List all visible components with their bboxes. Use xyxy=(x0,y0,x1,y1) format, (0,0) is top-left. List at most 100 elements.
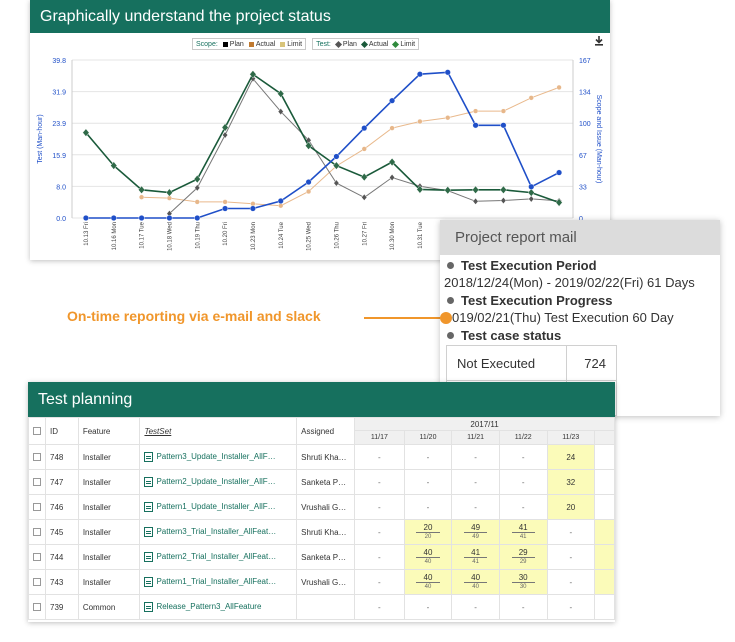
plan-cell[interactable]: - xyxy=(354,469,405,495)
row-checkbox[interactable] xyxy=(28,594,46,620)
plan-cell[interactable]: 41 41 xyxy=(498,519,548,545)
y-tick-right: 0 xyxy=(579,216,583,223)
row-testset-link[interactable]: Pattern1_Update_Installer_AllF… xyxy=(139,494,298,520)
plan-cell[interactable]: - xyxy=(546,569,596,595)
row-checkbox[interactable] xyxy=(28,519,46,545)
plan-cell[interactable]: 40 40 xyxy=(403,544,453,570)
legend-test-actual[interactable]: Actual xyxy=(360,40,388,48)
col-feature[interactable]: Feature xyxy=(77,417,141,445)
row-testset[interactable]: Pattern2_Trial_Installer_AllFeat… xyxy=(156,552,277,562)
row-testset-link[interactable]: Release_Pattern3_AllFeature xyxy=(139,594,298,620)
plan-cell[interactable]: 24 xyxy=(546,444,596,470)
plan-cell[interactable]: - xyxy=(546,594,596,620)
row-testset[interactable]: Pattern2_Update_Installer_AllF… xyxy=(156,477,276,487)
plan-cell[interactable]: - xyxy=(451,469,500,495)
legend-test-limit-label: Limit xyxy=(400,40,416,48)
plan-cell[interactable]: 40 40 xyxy=(403,569,453,595)
plan-cell[interactable]: 41 41 xyxy=(451,544,500,570)
scope-plan-swatch xyxy=(222,41,228,47)
table-row[interactable]: 745 Installer Pattern3_Trial_Installer_All… xyxy=(28,519,615,545)
plan-cell[interactable]: - xyxy=(354,594,405,620)
plan-cell[interactable]: - xyxy=(354,569,405,595)
testset-icon xyxy=(144,502,154,512)
col-assigned[interactable]: Assigned xyxy=(296,417,356,445)
plan-cell[interactable]: 20 20 xyxy=(403,519,453,545)
date-header: 11/17 xyxy=(354,430,405,445)
plan-cell[interactable]: - xyxy=(498,494,548,520)
series-point-test_plan xyxy=(222,131,228,139)
checkbox-icon[interactable] xyxy=(33,478,41,487)
plan-cell[interactable]: - xyxy=(498,444,548,470)
table-row[interactable]: 746 Installer Pattern1_Update_Installer_Al… xyxy=(28,494,615,520)
plan-cell[interactable]: - xyxy=(403,444,453,470)
plan-cell[interactable]: - xyxy=(451,594,500,620)
table-row[interactable]: 743 Installer Pattern1_Trial_Installer_All… xyxy=(28,569,615,595)
row-checkbox[interactable] xyxy=(28,544,46,570)
table-row[interactable]: 747 Installer Pattern2_Update_Installer_Al… xyxy=(28,469,615,495)
y-axis-title-left: Test (Man-hour) xyxy=(37,114,44,163)
date-header: 11/21 xyxy=(451,430,500,445)
x-tick-label: 10.26 Thu xyxy=(334,222,340,249)
legend-test-plan[interactable]: Plan xyxy=(334,40,357,48)
table-row[interactable]: 744 Installer Pattern2_Trial_Installer_All… xyxy=(28,544,615,570)
plan-cell[interactable]: - xyxy=(403,469,453,495)
plan-cell[interactable]: 32 xyxy=(546,469,596,495)
checkbox-icon[interactable] xyxy=(33,427,41,436)
row-checkbox[interactable] xyxy=(28,494,46,520)
plan-cell[interactable]: - xyxy=(354,519,405,545)
plan-cell[interactable]: - xyxy=(546,544,596,570)
plan-cell[interactable]: - xyxy=(403,494,453,520)
table-row[interactable]: 739 Common Release_Pattern3_AllFeature - - - -… xyxy=(28,594,615,620)
row-testset-link[interactable]: Pattern2_Trial_Installer_AllFeat… xyxy=(139,544,298,570)
plan-fraction: 49 49 xyxy=(464,523,488,542)
row-assigned: Sanketa P… xyxy=(296,469,356,495)
plan-cell[interactable]: - xyxy=(546,519,596,545)
plan-cell[interactable]: - xyxy=(354,494,405,520)
plan-cell[interactable]: - xyxy=(498,594,548,620)
row-testset-link[interactable]: Pattern3_Update_Installer_AllF… xyxy=(139,444,298,470)
row-testset[interactable]: Pattern1_Trial_Installer_AllFeat… xyxy=(156,577,277,587)
table-row[interactable]: 748 Installer Pattern3_Update_Installer_Al… xyxy=(28,444,615,470)
row-testset-link[interactable]: Pattern3_Trial_Installer_AllFeat… xyxy=(139,519,298,545)
row-testset-link[interactable]: Pattern2_Update_Installer_AllF… xyxy=(139,469,298,495)
y-tick-left: 31.9 xyxy=(52,90,66,97)
row-checkbox[interactable] xyxy=(28,444,46,470)
plan-cell[interactable]: 49 49 xyxy=(451,519,500,545)
series-point-scope_issue_line xyxy=(82,214,89,221)
select-all-checkbox[interactable] xyxy=(28,417,46,445)
plan-cell[interactable]: 30 30 xyxy=(498,569,548,595)
row-testset[interactable]: Pattern3_Trial_Installer_AllFeat… xyxy=(156,527,277,537)
mail-title: Project report mail xyxy=(455,229,577,246)
plan-cell[interactable]: 20 xyxy=(546,494,596,520)
download-icon[interactable] xyxy=(594,36,604,46)
checkbox-icon[interactable] xyxy=(33,578,41,587)
plan-cell[interactable]: - xyxy=(451,444,500,470)
row-checkbox[interactable] xyxy=(28,469,46,495)
plan-cell[interactable]: - xyxy=(451,494,500,520)
series-point-scope_issue_line xyxy=(500,122,507,129)
date-header: 11/20 xyxy=(403,430,453,445)
checkbox-icon[interactable] xyxy=(33,453,41,462)
checkbox-icon[interactable] xyxy=(33,553,41,562)
row-testset-link[interactable]: Pattern1_Trial_Installer_AllFeat… xyxy=(139,569,298,595)
row-id: 746 xyxy=(45,494,79,520)
row-checkbox[interactable] xyxy=(28,569,46,595)
plan-cell[interactable]: 29 29 xyxy=(498,544,548,570)
checkbox-icon[interactable] xyxy=(33,528,41,537)
col-id[interactable]: ID xyxy=(45,417,79,445)
checkbox-icon[interactable] xyxy=(33,603,41,612)
plan-cell[interactable]: - xyxy=(498,469,548,495)
legend-scope-actual[interactable]: Actual xyxy=(248,41,275,48)
col-testset[interactable]: TestSet xyxy=(139,417,298,445)
row-testset[interactable]: Release_Pattern3_AllFeature xyxy=(156,602,262,612)
row-testset[interactable]: Pattern1_Update_Installer_AllF… xyxy=(156,502,276,512)
row-testset[interactable]: Pattern3_Update_Installer_AllF… xyxy=(156,452,276,462)
legend-scope-plan[interactable]: Plan xyxy=(222,41,244,48)
checkbox-icon[interactable] xyxy=(33,503,41,512)
legend-scope-limit[interactable]: Limit xyxy=(280,41,302,48)
legend-test-limit[interactable]: Limit xyxy=(392,40,416,48)
plan-cell[interactable]: - xyxy=(354,544,405,570)
plan-cell[interactable]: - xyxy=(403,594,453,620)
plan-cell[interactable]: - xyxy=(354,444,405,470)
plan-cell[interactable]: 40 40 xyxy=(451,569,500,595)
